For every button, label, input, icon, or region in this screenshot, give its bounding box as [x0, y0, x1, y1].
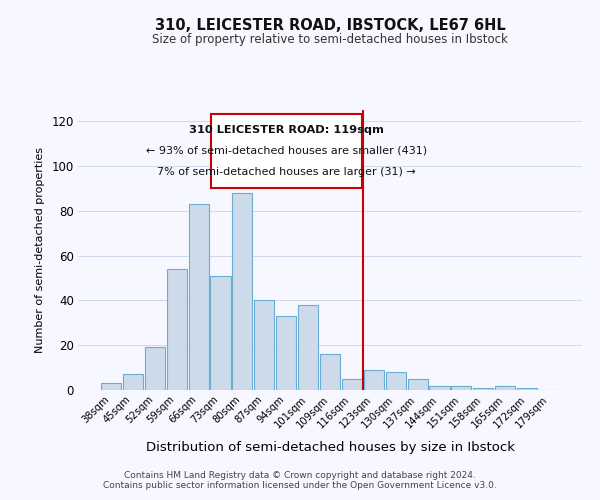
Bar — [188, 204, 209, 390]
Bar — [211, 114, 362, 188]
Bar — [123, 374, 143, 390]
Bar — [364, 370, 384, 390]
Bar — [167, 269, 187, 390]
Bar — [517, 388, 537, 390]
Text: 7% of semi-detached houses are larger (31) →: 7% of semi-detached houses are larger (3… — [157, 167, 416, 177]
Bar — [495, 386, 515, 390]
Bar — [407, 379, 428, 390]
Bar — [276, 316, 296, 390]
Text: ← 93% of semi-detached houses are smaller (431): ← 93% of semi-detached houses are smalle… — [146, 146, 427, 156]
Bar — [211, 276, 230, 390]
Bar — [451, 386, 472, 390]
Y-axis label: Number of semi-detached properties: Number of semi-detached properties — [35, 147, 44, 353]
X-axis label: Distribution of semi-detached houses by size in Ibstock: Distribution of semi-detached houses by … — [146, 441, 515, 454]
Text: 310, LEICESTER ROAD, IBSTOCK, LE67 6HL: 310, LEICESTER ROAD, IBSTOCK, LE67 6HL — [155, 18, 505, 32]
Bar — [298, 305, 318, 390]
Bar — [473, 388, 493, 390]
Text: Contains HM Land Registry data © Crown copyright and database right 2024.: Contains HM Land Registry data © Crown c… — [124, 471, 476, 480]
Text: 310 LEICESTER ROAD: 119sqm: 310 LEICESTER ROAD: 119sqm — [189, 124, 383, 134]
Text: Contains public sector information licensed under the Open Government Licence v3: Contains public sector information licen… — [103, 481, 497, 490]
Bar — [254, 300, 274, 390]
Bar — [101, 384, 121, 390]
Bar — [232, 193, 253, 390]
Bar — [342, 379, 362, 390]
Bar — [320, 354, 340, 390]
Bar — [145, 348, 165, 390]
Bar — [386, 372, 406, 390]
Bar — [430, 386, 449, 390]
Text: Size of property relative to semi-detached houses in Ibstock: Size of property relative to semi-detach… — [152, 32, 508, 46]
